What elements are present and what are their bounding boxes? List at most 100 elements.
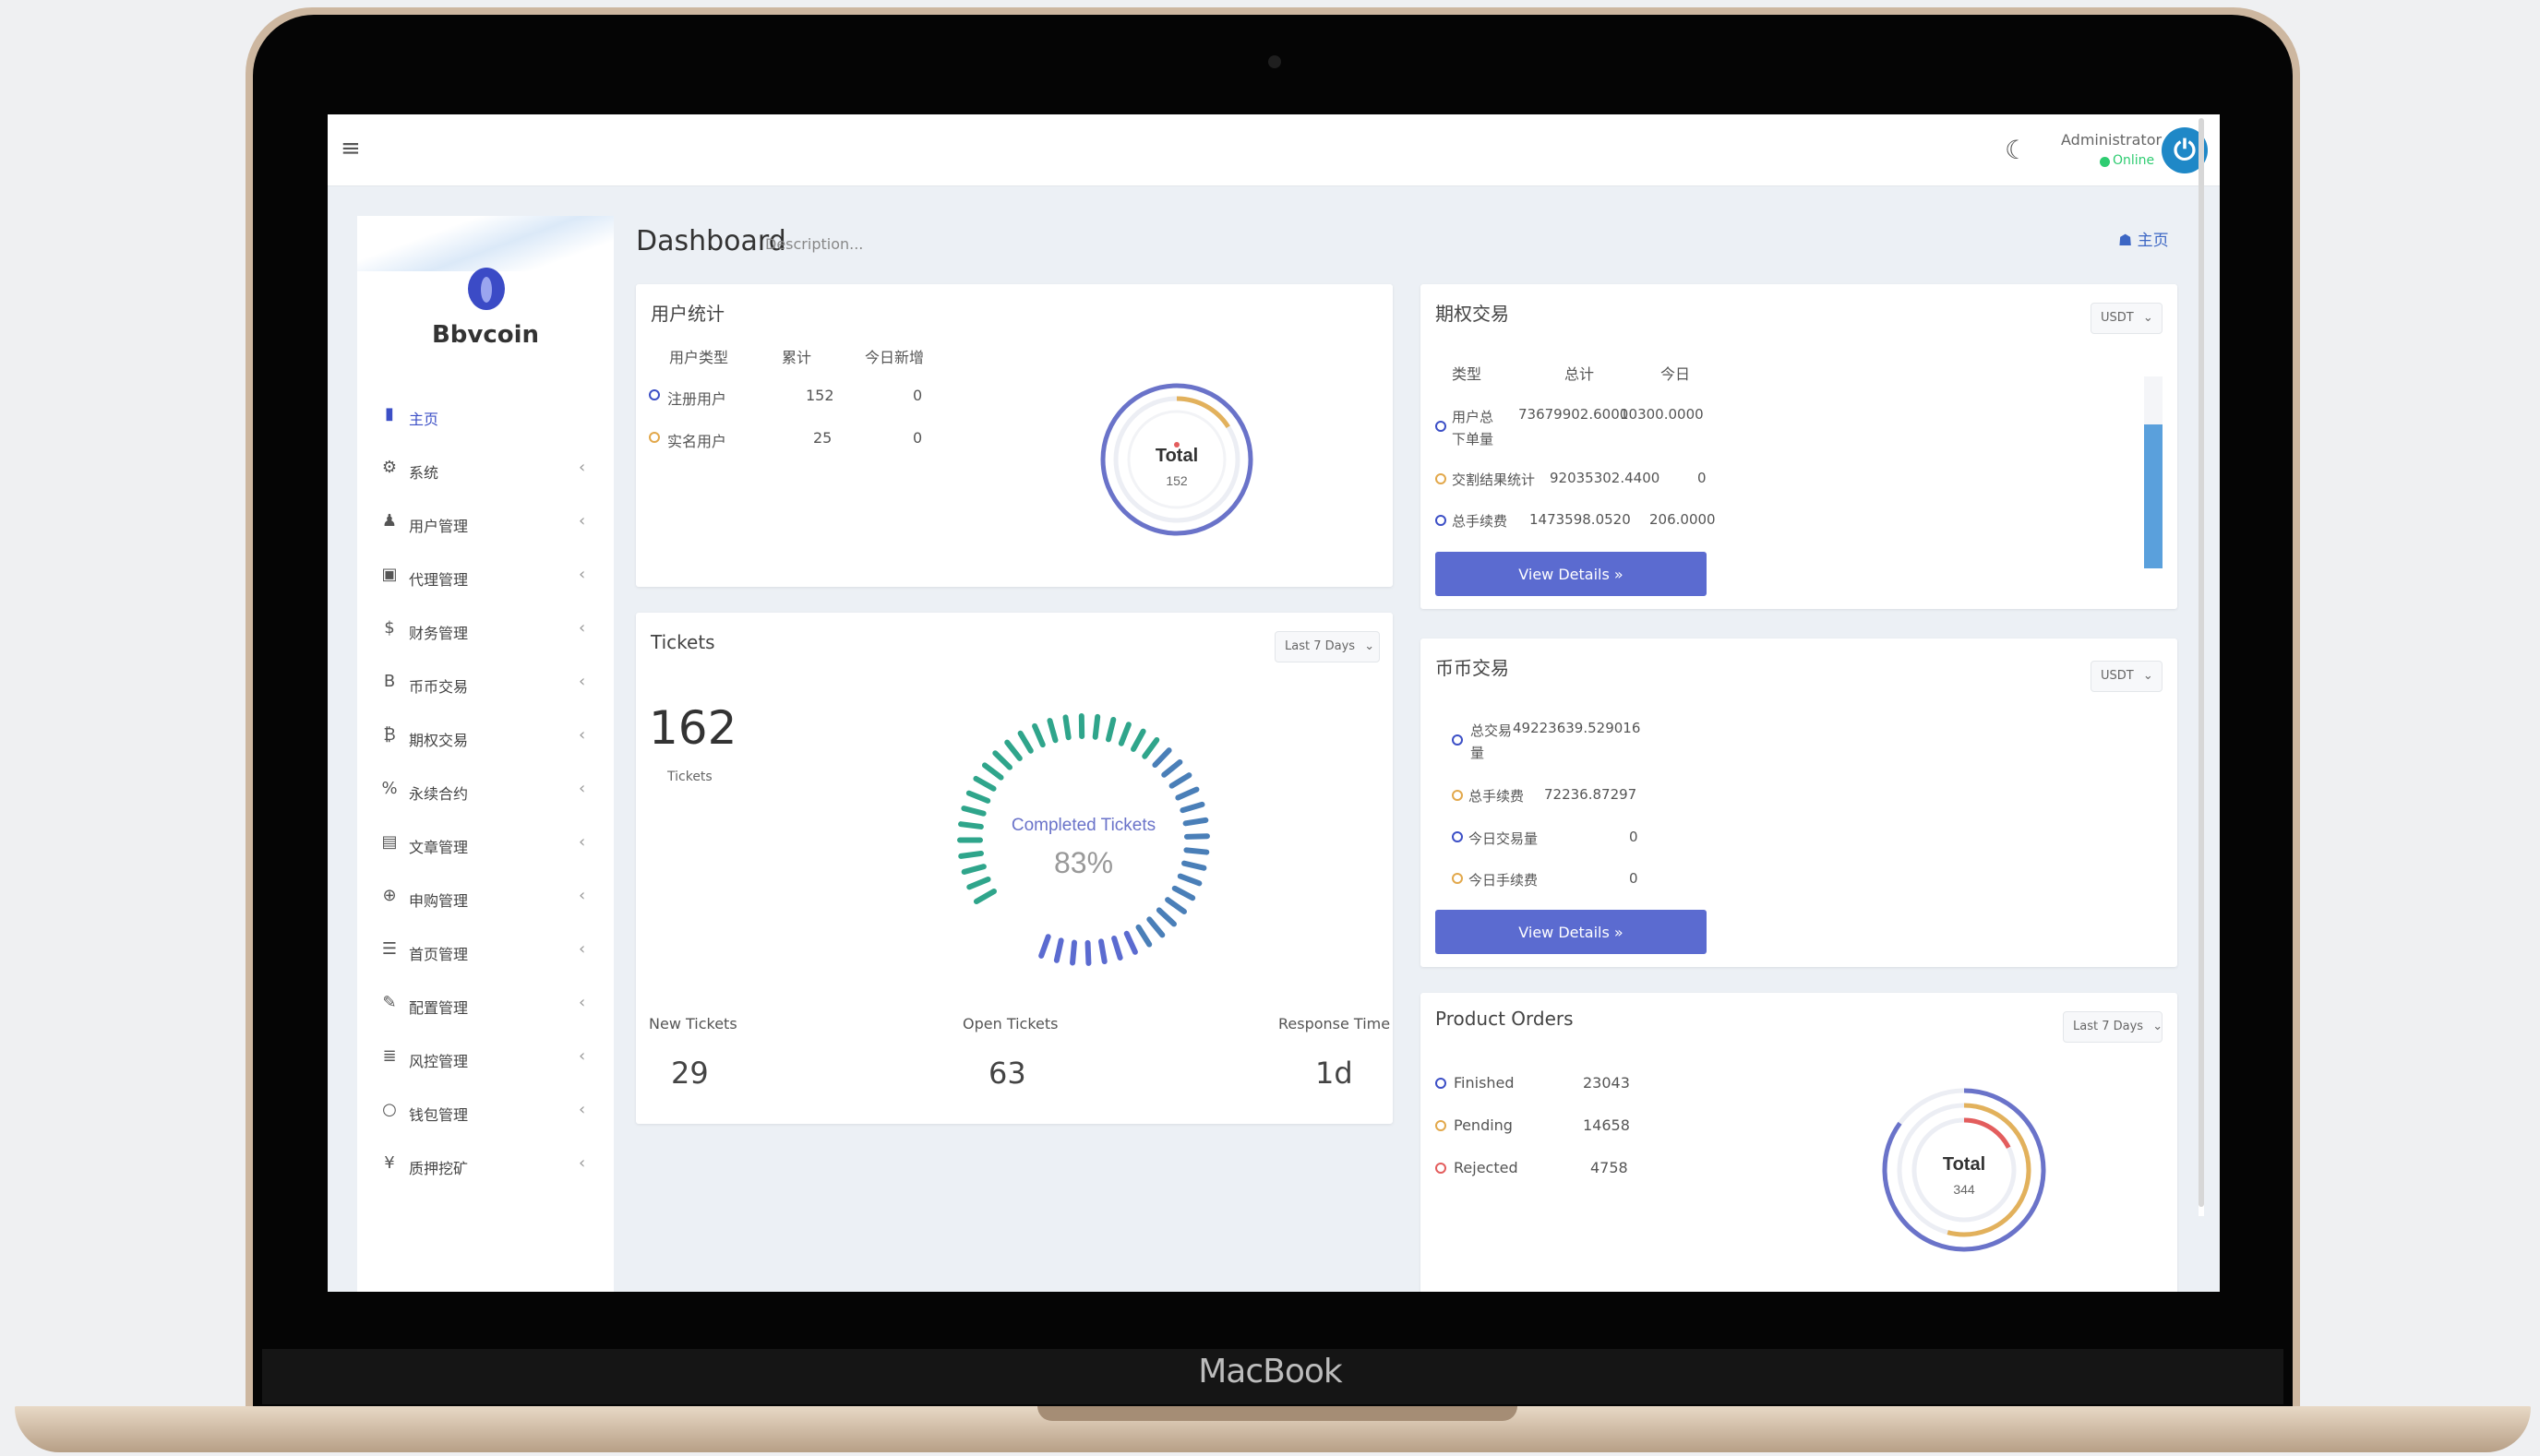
sidebar-item-12[interactable]: ≣ 风控管理 ‹ (357, 1033, 614, 1087)
sidebar-item-14[interactable]: ¥ 质押挖矿 ‹ (357, 1140, 614, 1194)
gauge-tick (1098, 938, 1108, 965)
sidebar-item-6[interactable]: ₿ 期权交易 ‹ (357, 712, 614, 766)
card-title: 期权交易 (1435, 303, 1509, 325)
laptop-notch (1037, 1406, 1517, 1421)
page-scrollbar[interactable] (2199, 118, 2204, 1216)
table-header: 今日 (1660, 365, 1691, 383)
gauge-tick (1118, 722, 1132, 746)
chevron-left-icon: ‹ (579, 939, 586, 959)
options-trading-card: 期权交易 USDT ⌄ 类型 总计 今日 用户总下单量 73679902.600… (1420, 284, 2177, 609)
life-ring-icon: ⊕ (382, 886, 397, 905)
options-bar-fill (2144, 424, 2163, 568)
sidebar: Bbvcoin ▮ 主页 ⚙ 系统 ‹ ♟ 用户管理 ‹ ▣ 代理管理 ‹ $ 财务管理 ‹ B 币币交易 ‹ ₿… (357, 216, 614, 1292)
table-cell: 49223639.529016 (1513, 720, 1641, 736)
currency-select[interactable]: USDT ⌄ (2091, 303, 2163, 334)
chevron-left-icon: ‹ (579, 672, 586, 691)
sidebar-item-label: 钱包管理 (409, 1106, 469, 1124)
table-cell: 0 (913, 429, 923, 447)
bitcoin-b-icon: B (383, 672, 396, 691)
sidebar-menu: ▮ 主页 ⚙ 系统 ‹ ♟ 用户管理 ‹ ▣ 代理管理 ‹ $ 财务管理 ‹ B 币币交易 ‹ ₿ 期权交易 ‹% 永续… (357, 391, 614, 1194)
gauge-tick (1123, 930, 1138, 955)
sidebar-item-9[interactable]: ⊕ 申购管理 ‹ (357, 873, 614, 926)
legend-marker (1452, 790, 1463, 801)
view-details-button[interactable]: View Details » (1435, 910, 1707, 954)
gauge-tick (1181, 860, 1207, 871)
chevron-down-icon: ⌄ (1364, 639, 1375, 653)
chevron-down-icon: ⌄ (2152, 1020, 2163, 1033)
sidebar-item-label: 申购管理 (409, 892, 469, 910)
sidebar-item-5[interactable]: B 币币交易 ‹ (357, 659, 614, 712)
table-header: 累计 (782, 349, 812, 366)
open-tickets-value: 63 (988, 1056, 1026, 1091)
chevron-left-icon: ‹ (579, 458, 586, 477)
table-cell: 0 (1697, 470, 1707, 486)
rejected-ring-arc (1911, 1117, 2017, 1223)
chevron-left-icon: ‹ (579, 618, 586, 638)
gauge-tick (1182, 817, 1209, 827)
sidebar-item-4[interactable]: $ 财务管理 ‹ (357, 605, 614, 659)
user-stats-card: 用户统计 用户类型 累计 今日新增 注册用户 152 0 实名用户 25 0 T… (636, 284, 1393, 587)
gauge-ticks (957, 713, 1210, 966)
ticket-count-label: Tickets (667, 770, 713, 784)
chevron-left-icon: ‹ (579, 779, 586, 798)
sidebar-decoration (357, 216, 614, 271)
gauge-tick (973, 889, 998, 904)
breadcrumb-home-link[interactable]: ☗ 主页 (2118, 232, 2169, 250)
hamburger-menu-icon[interactable]: ≡ (341, 135, 361, 162)
sidebar-item-0[interactable]: ▮ 主页 (357, 391, 614, 445)
date-range-select[interactable]: Last 7 Days ⌄ (1275, 631, 1380, 662)
camera (1268, 55, 1281, 68)
chevron-left-icon: ‹ (579, 1153, 586, 1173)
chevron-down-icon: ⌄ (2142, 311, 2153, 325)
date-range-value: Last 7 Days (1285, 639, 1356, 653)
sidebar-item-2[interactable]: ♟ 用户管理 ‹ (357, 498, 614, 552)
sidebar-item-8[interactable]: ▤ 文章管理 ‹ (357, 819, 614, 873)
gauge-tick (1183, 833, 1210, 840)
table-cell: 交割结果统计 (1452, 471, 1536, 488)
table-cell: 总手续费 (1468, 788, 1525, 805)
chevron-down-icon: ⌄ (2142, 669, 2153, 683)
sidebar-item-label: 配置管理 (409, 999, 469, 1017)
scrollbar-thumb[interactable] (2199, 118, 2204, 1207)
table-header: 类型 (1452, 365, 1482, 383)
currency-value: USDT (2101, 669, 2134, 683)
sidebar-item-7[interactable]: % 永续合约 ‹ (357, 766, 614, 819)
card-title: Tickets (651, 631, 715, 653)
gauge-tick (1156, 907, 1177, 927)
sidebar-item-10[interactable]: ☰ 首页管理 ‹ (357, 926, 614, 980)
gauge-tick (1062, 714, 1072, 741)
chevron-left-icon: ‹ (579, 1046, 586, 1066)
gauge-tick (1168, 772, 1192, 789)
gauge-tick (1038, 934, 1051, 959)
sidebar-item-3[interactable]: ▣ 代理管理 ‹ (357, 552, 614, 605)
table-header: 今日新增 (865, 349, 925, 366)
gauge-tick (966, 876, 991, 890)
currency-select[interactable]: USDT ⌄ (2091, 661, 2163, 692)
sidebar-item-label: 财务管理 (409, 625, 469, 642)
sidebar-item-11[interactable]: ✎ 配置管理 ‹ (357, 980, 614, 1033)
gauge-tick (958, 850, 985, 859)
date-range-select[interactable]: Last 7 Days ⌄ (2063, 1011, 2163, 1043)
response-time-value: 1d (1315, 1056, 1353, 1091)
dark-mode-toggle-icon[interactable]: ☾ (2005, 135, 2029, 165)
legend-marker (1435, 1078, 1446, 1089)
currency-value: USDT (2101, 311, 2134, 325)
gauge-tick (1084, 939, 1092, 966)
ring-value: 152 (1166, 473, 1188, 488)
bar-chart-icon: ▮ (385, 404, 394, 424)
gauge-tick (1152, 747, 1172, 769)
response-time-label: Response Time (1278, 1015, 1391, 1032)
sidebar-item-1[interactable]: ⚙ 系统 ‹ (357, 445, 614, 498)
gauge-tick (1053, 937, 1064, 963)
sidebar-item-13[interactable]: ○ 钱包管理 ‹ (357, 1087, 614, 1140)
ticket-count: 162 (649, 701, 737, 755)
sidebar-item-label: 首页管理 (409, 946, 469, 963)
chevron-left-icon: ‹ (579, 886, 586, 905)
view-details-button[interactable]: View Details » (1435, 552, 1707, 596)
user-name[interactable]: Administrator (2061, 131, 2163, 149)
top-navbar: ≡ ☾ Administrator Online ⏻ (328, 114, 2220, 186)
gauge-tick (1175, 786, 1200, 801)
legend-marker (1435, 1163, 1446, 1174)
gauge-tick (981, 762, 1004, 781)
gauge-label: Completed Tickets (1012, 816, 1156, 835)
